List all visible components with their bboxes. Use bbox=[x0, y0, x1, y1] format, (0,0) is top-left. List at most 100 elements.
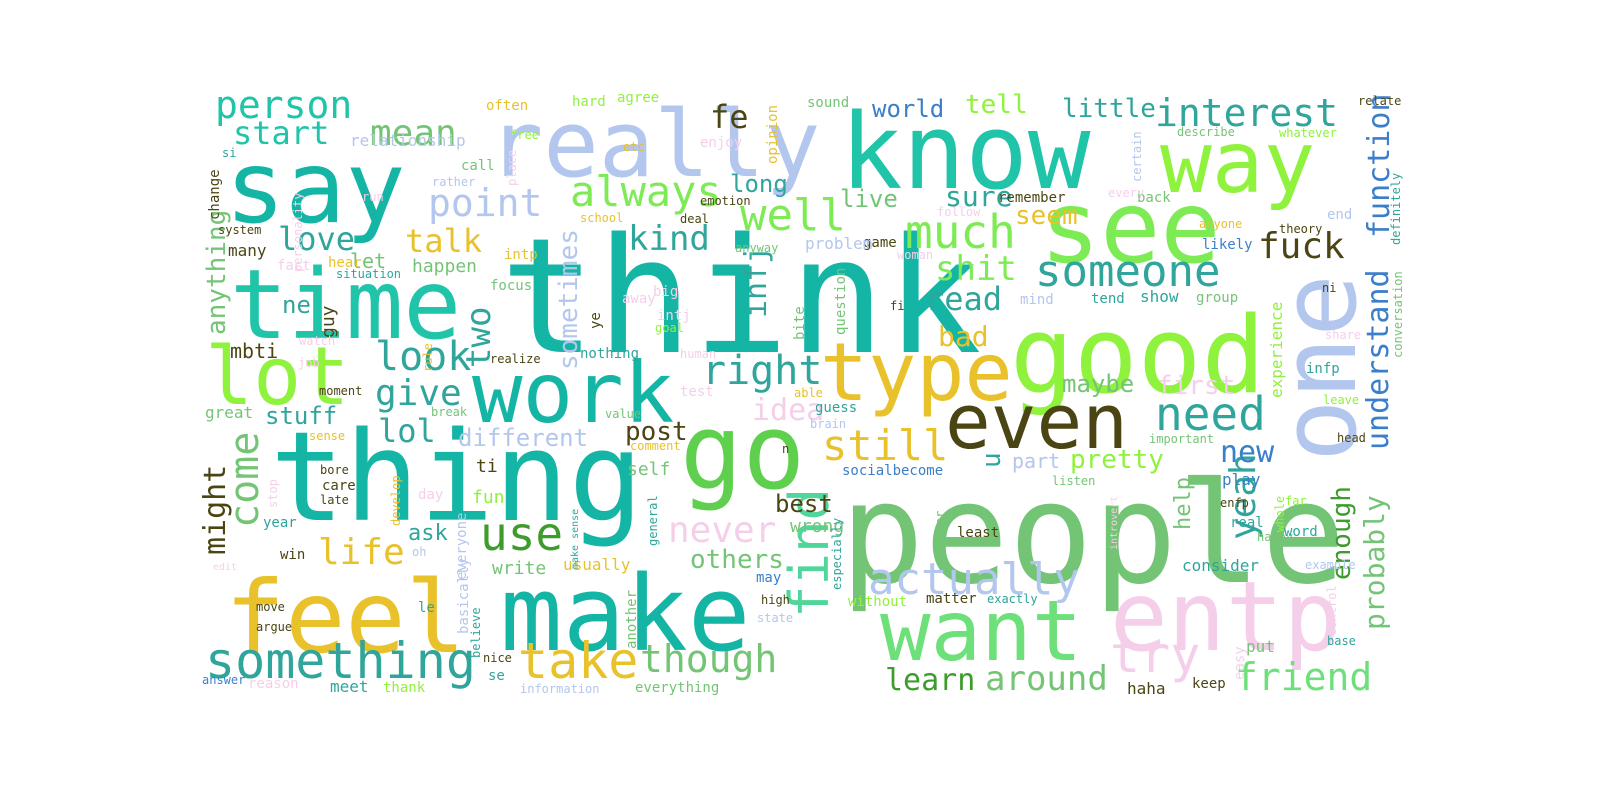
word-actually: actually bbox=[868, 554, 1080, 605]
word-edit: edit bbox=[213, 562, 237, 573]
word-important: important bbox=[1149, 432, 1214, 446]
word-ni: ni bbox=[1322, 281, 1336, 295]
word-wrong: wrong bbox=[790, 516, 844, 537]
word-anyway: anyway bbox=[735, 241, 778, 255]
word-kind: kind bbox=[628, 219, 710, 259]
word-rule: rule bbox=[421, 343, 435, 372]
word-back: back bbox=[1137, 190, 1171, 206]
word-let: let bbox=[350, 249, 386, 273]
word-whatever: whatever bbox=[1279, 126, 1337, 140]
word-intp: intp bbox=[504, 247, 538, 263]
word-ye: ye bbox=[588, 312, 604, 329]
word-base: base bbox=[1327, 634, 1356, 648]
word-love: love bbox=[278, 220, 355, 258]
word-make-sense: make sense bbox=[570, 509, 581, 569]
word-think: think bbox=[500, 203, 982, 390]
word-another: another bbox=[624, 590, 640, 649]
word-around: around bbox=[985, 659, 1108, 699]
word-though: though bbox=[640, 637, 777, 681]
word-two: two bbox=[459, 307, 499, 368]
word-make: make bbox=[500, 553, 750, 675]
word-want: want bbox=[880, 582, 1082, 680]
word-sense: sense bbox=[309, 429, 345, 443]
word-read: read bbox=[925, 280, 1002, 318]
word-intj: intj bbox=[657, 308, 691, 324]
word-question: question bbox=[833, 268, 849, 335]
word-bad: bad bbox=[938, 320, 989, 353]
word-group: group bbox=[1196, 290, 1238, 306]
word-post: post bbox=[625, 417, 688, 447]
word-place: place bbox=[505, 150, 519, 186]
word-answer: answer bbox=[202, 673, 245, 687]
word-argue: argue bbox=[256, 620, 292, 634]
word-really: really bbox=[488, 91, 820, 198]
word-thing: thing bbox=[270, 406, 643, 550]
word-everything: everything bbox=[635, 680, 719, 696]
word-always: always bbox=[570, 167, 722, 216]
word-break: break bbox=[431, 405, 468, 419]
word-talk: talk bbox=[405, 222, 482, 260]
word-lol: lol bbox=[378, 412, 436, 450]
word-se: se bbox=[488, 668, 505, 684]
word-hear: hear bbox=[328, 255, 362, 271]
word-able: able bbox=[794, 386, 823, 400]
word-might: might bbox=[198, 465, 233, 555]
word-even: even bbox=[945, 377, 1128, 466]
word-away: away bbox=[622, 291, 656, 307]
word-function: function bbox=[1362, 94, 1397, 239]
word-information: information bbox=[520, 682, 599, 696]
word-may: may bbox=[756, 570, 781, 586]
word-likely: likely bbox=[1202, 237, 1253, 253]
word-ask: ask bbox=[408, 521, 448, 546]
word-human: human bbox=[680, 347, 716, 361]
word-part: part bbox=[1012, 449, 1060, 473]
word-type: type bbox=[820, 326, 1013, 419]
word-haha: haha bbox=[1127, 679, 1166, 698]
word-rather: rather bbox=[432, 175, 475, 189]
word-tend: tend bbox=[1091, 291, 1125, 307]
word-probably: probably bbox=[1358, 495, 1391, 630]
word-entp: entp bbox=[1110, 561, 1341, 673]
word-one: one bbox=[1258, 274, 1380, 462]
word-develop: develop bbox=[389, 475, 403, 526]
word-everyone: everyone bbox=[454, 513, 470, 580]
word-emotion: emotion bbox=[700, 194, 751, 208]
word-infp: infp bbox=[1306, 361, 1340, 377]
word-world: world bbox=[872, 95, 944, 123]
word-nothing: nothing bbox=[580, 346, 639, 362]
word-sometimes: sometimes bbox=[554, 229, 584, 370]
word-high: high bbox=[761, 593, 790, 607]
word-fun: fun bbox=[472, 487, 505, 508]
word-happen: happen bbox=[412, 256, 477, 277]
word-life: life bbox=[318, 532, 405, 573]
word-comment: comment bbox=[630, 439, 681, 453]
word-least: least bbox=[957, 525, 999, 541]
word-ne: ne bbox=[282, 291, 311, 319]
word-play: play bbox=[1222, 470, 1261, 489]
word-fact: fact bbox=[277, 258, 311, 274]
word-control: control bbox=[1325, 585, 1339, 636]
word-win: win bbox=[280, 547, 305, 563]
word-put: put bbox=[1246, 637, 1275, 656]
word-anyone: anyone bbox=[1199, 217, 1242, 231]
word-help: help bbox=[1171, 477, 1196, 530]
word-friend: friend bbox=[1235, 655, 1372, 699]
word-maybe: maybe bbox=[1062, 370, 1134, 398]
word-socialbecome: socialbecome bbox=[842, 463, 943, 479]
word-either: either bbox=[933, 511, 947, 554]
word-moment: moment bbox=[319, 384, 362, 398]
word-guess: guess bbox=[815, 400, 857, 416]
word-remember: remember bbox=[998, 190, 1065, 206]
word-whole: whole bbox=[1273, 496, 1287, 532]
word-self: self bbox=[627, 459, 670, 480]
word-problem: problem bbox=[805, 234, 872, 253]
word-late: late bbox=[320, 493, 349, 507]
word-system: system bbox=[218, 223, 261, 237]
word-new: new bbox=[1220, 435, 1275, 470]
word-give: give bbox=[375, 373, 462, 414]
word-day: day bbox=[418, 487, 443, 503]
word-mbti: mbti bbox=[230, 339, 278, 363]
word-take: take bbox=[518, 632, 638, 690]
word-thank: thank bbox=[383, 680, 426, 696]
